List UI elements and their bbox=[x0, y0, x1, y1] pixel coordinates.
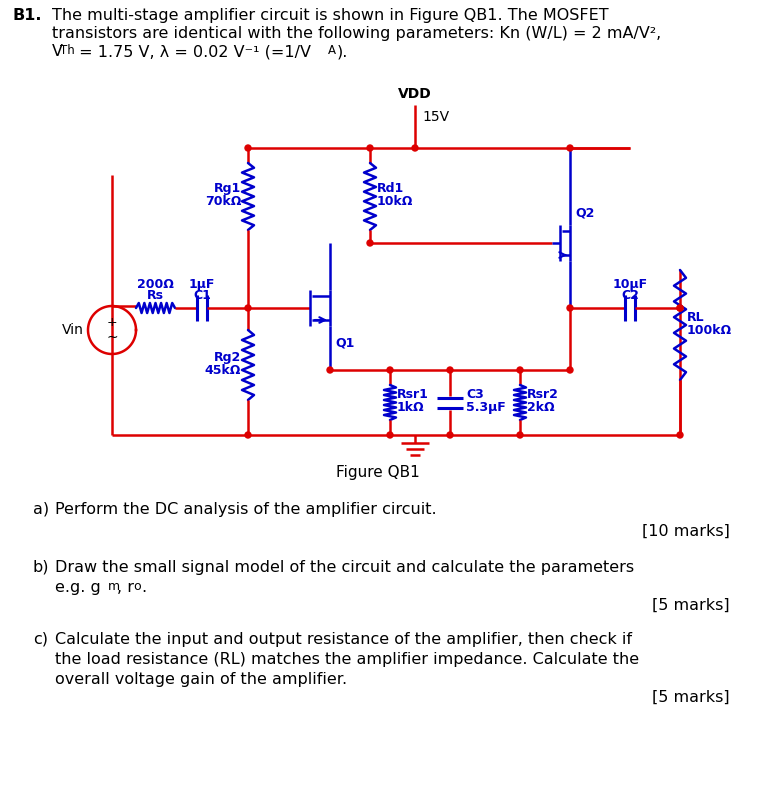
Text: 2kΩ: 2kΩ bbox=[527, 401, 555, 414]
Circle shape bbox=[387, 367, 393, 373]
Text: 100kΩ: 100kΩ bbox=[687, 324, 732, 336]
Text: m: m bbox=[108, 580, 120, 593]
Text: Draw the small signal model of the circuit and calculate the parameters: Draw the small signal model of the circu… bbox=[55, 560, 634, 575]
Circle shape bbox=[567, 305, 573, 311]
Text: Figure QB1: Figure QB1 bbox=[336, 465, 420, 480]
Text: +: + bbox=[107, 316, 117, 328]
Text: the load resistance (RL) matches the amplifier impedance. Calculate the: the load resistance (RL) matches the amp… bbox=[55, 652, 639, 667]
Text: 200Ω: 200Ω bbox=[137, 277, 174, 290]
Text: Q2: Q2 bbox=[575, 206, 594, 219]
Text: 1kΩ: 1kΩ bbox=[397, 401, 425, 414]
Text: The multi-stage amplifier circuit is shown in Figure QB1. The MOSFET: The multi-stage amplifier circuit is sho… bbox=[52, 8, 609, 23]
Text: transistors are identical with the following parameters: Kn (W/L) = 2 mA/V²,: transistors are identical with the follo… bbox=[52, 26, 662, 41]
Circle shape bbox=[517, 432, 523, 438]
Text: 15V: 15V bbox=[422, 110, 449, 124]
Text: , r: , r bbox=[117, 580, 134, 595]
Text: [5 marks]: [5 marks] bbox=[653, 690, 730, 705]
Text: C2: C2 bbox=[621, 289, 639, 301]
Text: ∼: ∼ bbox=[106, 330, 118, 344]
Text: c): c) bbox=[33, 632, 48, 647]
Circle shape bbox=[447, 432, 453, 438]
Text: A: A bbox=[328, 44, 336, 57]
Text: B1.: B1. bbox=[12, 8, 42, 23]
Text: Rs: Rs bbox=[147, 289, 164, 301]
Circle shape bbox=[567, 367, 573, 373]
Text: [5 marks]: [5 marks] bbox=[653, 598, 730, 613]
Circle shape bbox=[447, 367, 453, 373]
Text: C1: C1 bbox=[193, 289, 211, 301]
Text: Rsr1: Rsr1 bbox=[397, 388, 429, 401]
Text: 70kΩ: 70kΩ bbox=[204, 195, 241, 208]
Circle shape bbox=[367, 145, 373, 151]
Text: = 1.75 V, λ = 0.02 V⁻¹ (=1/V: = 1.75 V, λ = 0.02 V⁻¹ (=1/V bbox=[74, 44, 311, 59]
Text: Rg2: Rg2 bbox=[213, 351, 241, 363]
Circle shape bbox=[677, 305, 683, 311]
Text: 1μF: 1μF bbox=[188, 277, 215, 290]
Text: 10kΩ: 10kΩ bbox=[377, 195, 413, 208]
Text: Rg1: Rg1 bbox=[213, 182, 241, 195]
Text: o: o bbox=[133, 580, 141, 593]
Text: Rd1: Rd1 bbox=[377, 182, 404, 195]
Text: Calculate the input and output resistance of the amplifier, then check if: Calculate the input and output resistanc… bbox=[55, 632, 632, 647]
Circle shape bbox=[327, 367, 333, 373]
Text: [10 marks]: [10 marks] bbox=[642, 524, 730, 539]
Circle shape bbox=[245, 432, 251, 438]
Text: 45kΩ: 45kΩ bbox=[204, 363, 241, 376]
Circle shape bbox=[567, 145, 573, 151]
Text: V: V bbox=[52, 44, 63, 59]
Text: C3: C3 bbox=[466, 388, 484, 401]
Text: 10μF: 10μF bbox=[612, 277, 647, 290]
Text: .: . bbox=[141, 580, 146, 595]
Circle shape bbox=[677, 305, 683, 311]
Circle shape bbox=[412, 145, 418, 151]
Text: Perform the DC analysis of the amplifier circuit.: Perform the DC analysis of the amplifier… bbox=[55, 502, 437, 517]
Text: Rsr2: Rsr2 bbox=[527, 388, 559, 401]
Circle shape bbox=[677, 432, 683, 438]
Circle shape bbox=[245, 145, 251, 151]
Circle shape bbox=[517, 367, 523, 373]
Text: a): a) bbox=[33, 502, 49, 517]
Text: overall voltage gain of the amplifier.: overall voltage gain of the amplifier. bbox=[55, 672, 347, 687]
Text: b): b) bbox=[33, 560, 49, 575]
Text: ).: ). bbox=[337, 44, 348, 59]
Text: 5.3μF: 5.3μF bbox=[466, 401, 506, 414]
Text: Th: Th bbox=[60, 44, 75, 57]
Text: RL: RL bbox=[687, 311, 705, 324]
Text: e.g. g: e.g. g bbox=[55, 580, 101, 595]
Text: Q1: Q1 bbox=[335, 336, 354, 350]
Circle shape bbox=[245, 305, 251, 311]
Text: VDD: VDD bbox=[398, 87, 432, 101]
Circle shape bbox=[367, 240, 373, 246]
Circle shape bbox=[387, 432, 393, 438]
Text: Vin: Vin bbox=[62, 323, 84, 337]
